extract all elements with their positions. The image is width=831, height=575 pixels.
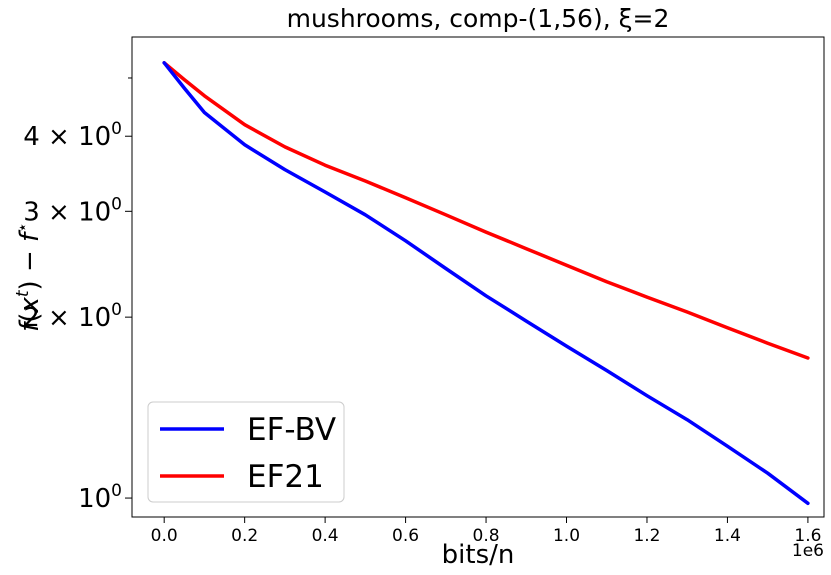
x-tick-label: 1.4 [714,526,741,546]
x-axis-offset-label: 1e6 [792,541,824,561]
x-tick-label: 1.0 [553,526,580,546]
y-tick-exponent: 0 [111,119,122,139]
y-tick-base: 10 [78,484,111,514]
plot-area [131,36,825,518]
x-tick-label: 1.2 [633,526,660,546]
x-tick-label: 0.0 [151,526,178,546]
chart-title: mushrooms, comp-(1,56), ξ=2 [287,4,670,33]
y-label-x: x [15,297,45,314]
y-tick-label: 2 × 100 [23,300,122,333]
x-axis-label: bits/n [442,540,515,570]
y-tick-label: 100 [78,481,122,514]
x-tick-label: 0.6 [392,526,419,546]
y-tick-exponent: 0 [111,481,122,501]
y-tick-base: 2 × 10 [23,303,111,333]
legend-label: EF-BV [247,412,336,448]
y-tick-exponent: 0 [111,300,122,320]
legend-label: EF21 [247,459,324,495]
x-tick-label: 0.2 [231,526,258,546]
series-line-ef21 [162,61,810,360]
x-tick-label: 0.4 [312,526,339,546]
x-axis-ticks: 0.0 0.2 0.4 0.6 0.8 1.0 1.2 1.4 1.6 [151,517,821,546]
y-tick-exponent: 0 [111,194,122,214]
y-tick-base: 3 × 10 [23,197,111,227]
y-label-paren-open: ( [15,313,45,323]
y-axis-label: f(xt) − f⋆ [13,222,45,332]
x-tick-label: 0.8 [473,526,500,546]
plot-frame [131,36,825,518]
legend: EF-BV EF21 [147,401,345,503]
y-label-star: ⋆ [13,222,33,233]
series-line-ef-bv [162,61,810,506]
series-layer [162,61,810,506]
y-label-paren-close: ) − [15,242,45,290]
y-tick-base: 4 × 10 [23,122,111,152]
y-label-t: t [13,289,33,297]
y-tick-label: 4 × 100 [23,119,122,152]
y-tick-label: 3 × 100 [23,194,122,227]
x-tick-label: 1.6 [794,526,821,546]
y-axis-label-text: f(xt) − f⋆ [13,222,45,332]
